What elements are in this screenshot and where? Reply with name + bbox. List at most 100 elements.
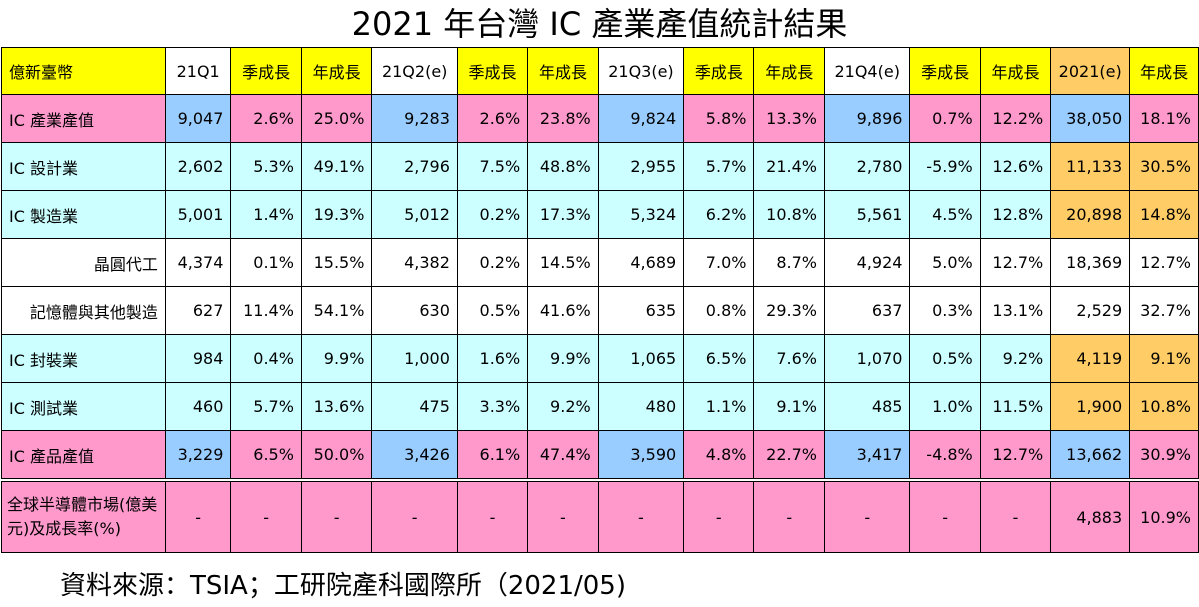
table-cell: 25.0%	[300, 94, 373, 143]
table-cell: 4,924	[823, 238, 911, 287]
table-cell: -	[371, 481, 458, 553]
table-cell: 5.8%	[683, 94, 755, 143]
table-cell: 0.5%	[909, 334, 981, 383]
table-cell: 7.5%	[456, 142, 529, 191]
row-label: 記憶體與其他製造	[1, 286, 166, 335]
table-cell: -	[597, 481, 685, 553]
table-cell: 2,955	[597, 142, 685, 191]
table-cell: 7.6%	[753, 334, 825, 383]
table-cell: 2,602	[164, 142, 232, 191]
table-cell: 9.1%	[1129, 334, 1199, 383]
table-cell: 9.2%	[527, 382, 599, 431]
table-cell: 4,689	[597, 238, 685, 287]
table-cell: 1,070	[823, 334, 911, 383]
header-cell: 年成長	[300, 47, 373, 95]
table-cell: 29.3%	[753, 286, 825, 335]
table-cell: 22.7%	[753, 430, 825, 479]
table-cell: 5.3%	[230, 142, 302, 191]
table-cell: 12.7%	[1129, 238, 1199, 287]
table-cell: 20,898	[1050, 190, 1131, 239]
table-cell: 1.6%	[456, 334, 529, 383]
table-cell: 23.8%	[527, 94, 599, 143]
page-title: 2021 年台灣 IC 產業產值統計結果	[351, 5, 848, 43]
table-cell: 10.8%	[753, 190, 825, 239]
table-cell: 38,050	[1050, 94, 1131, 143]
table-cell: 18,369	[1050, 238, 1131, 287]
header-cell: 21Q2(e)	[371, 47, 458, 95]
table-cell: 9,896	[823, 94, 911, 143]
table-cell: 1.1%	[683, 382, 755, 431]
row-label: 全球半導體市場(億美元)及成長率(%)	[1, 481, 166, 553]
table-cell: -	[230, 481, 302, 553]
table-cell: 5,001	[164, 190, 232, 239]
table-cell: 21.4%	[753, 142, 825, 191]
table-cell: 6.5%	[230, 430, 302, 479]
table-cell: 460	[164, 382, 232, 431]
row-label: IC 製造業	[1, 190, 166, 239]
table-cell: 0.8%	[683, 286, 755, 335]
header-unit: 億新臺幣	[1, 47, 166, 95]
table-cell: 4.5%	[909, 190, 981, 239]
table-cell: 49.1%	[300, 142, 373, 191]
table-cell: 4,119	[1050, 334, 1131, 383]
table-cell: 18.1%	[1129, 94, 1199, 143]
header-cell: 年成長	[1129, 47, 1199, 95]
table-cell: -5.9%	[909, 142, 981, 191]
table-header-row: 億新臺幣 21Q1 季成長 年成長 21Q2(e) 季成長 年成長 21Q3(e…	[1, 47, 1199, 95]
table-cell: 6.2%	[683, 190, 755, 239]
row-label: IC 封裝業	[1, 334, 166, 383]
source-note: 資料來源：TSIA；工研院產科國際所（2021/05)	[60, 571, 626, 601]
table-cell: 0.5%	[456, 286, 529, 335]
table-cell: -	[909, 481, 981, 553]
table-cell: 9.1%	[753, 382, 825, 431]
table-cell: 9,824	[597, 94, 685, 143]
table-cell: 15.5%	[300, 238, 373, 287]
table-cell: 11,133	[1050, 142, 1131, 191]
table-cell: 13.3%	[753, 94, 825, 143]
table-cell: 50.0%	[300, 430, 373, 479]
table-cell: 11.4%	[230, 286, 302, 335]
table-cell: 4.8%	[683, 430, 755, 479]
table-cell: 41.6%	[527, 286, 599, 335]
table-cell: 480	[597, 382, 685, 431]
table-cell: 11.5%	[979, 382, 1052, 431]
table-cell: 6.1%	[456, 430, 529, 479]
table-cell: 3,590	[597, 430, 685, 479]
header-cell: 季成長	[230, 47, 302, 95]
table-cell: 3,426	[371, 430, 458, 479]
table-cell: -	[753, 481, 825, 553]
header-cell: 21Q1	[164, 47, 232, 95]
header-cell: 季成長	[456, 47, 529, 95]
table-cell: 3.3%	[456, 382, 529, 431]
table-cell: -	[683, 481, 755, 553]
row-ic-manufacturing: IC 製造業 5,001 1.4% 19.3% 5,012 0.2% 17.3% 5,324 6…	[1, 190, 1199, 239]
table-cell: 9.9%	[300, 334, 373, 383]
statistics-table-container: 億新臺幣 21Q1 季成長 年成長 21Q2(e) 季成長 年成長 21Q3(e…	[1, 47, 1199, 553]
table-cell: 0.3%	[909, 286, 981, 335]
table-cell: 4,374	[164, 238, 232, 287]
table-cell: 47.4%	[527, 430, 599, 479]
table-cell: 14.8%	[1129, 190, 1199, 239]
table-cell: 1,000	[371, 334, 458, 383]
table-cell: 4,883	[1050, 481, 1131, 553]
row-ic-packaging: IC 封裝業 984 0.4% 9.9% 1,000 1.6% 9.9% 1,065 6.5% 7…	[1, 334, 1199, 383]
header-cell: 季成長	[909, 47, 981, 95]
table-cell: 2,529	[1050, 286, 1131, 335]
table-cell: 2.6%	[456, 94, 529, 143]
table-cell: 2,780	[823, 142, 911, 191]
table-cell: 2,796	[371, 142, 458, 191]
row-ic-product: IC 產品產值 3,229 6.5% 50.0% 3,426 6.1% 47.4% 3,590…	[1, 430, 1199, 479]
table-cell: 9.2%	[979, 334, 1052, 383]
table-cell: 0.1%	[230, 238, 302, 287]
table-cell: 5,324	[597, 190, 685, 239]
table-cell: 13.1%	[979, 286, 1052, 335]
row-global-market: 全球半導體市場(億美元)及成長率(%) - - - - - - - - - - - -4,883 10.9…	[1, 481, 1199, 553]
table-cell: 6.5%	[683, 334, 755, 383]
table-cell: 637	[823, 286, 911, 335]
table-cell: 17.3%	[527, 190, 599, 239]
table-cell: 475	[371, 382, 458, 431]
row-foundry: 晶圓代工 4,374 0.1% 15.5% 4,382 0.2% 14.5% 4,689 7.0…	[1, 238, 1199, 287]
table-cell: 5.0%	[909, 238, 981, 287]
row-ic-industry: IC 產業產值 9,047 2.6% 25.0% 9,283 2.6% 23.8% 9,824…	[1, 94, 1199, 143]
table-cell: 9,283	[371, 94, 458, 143]
